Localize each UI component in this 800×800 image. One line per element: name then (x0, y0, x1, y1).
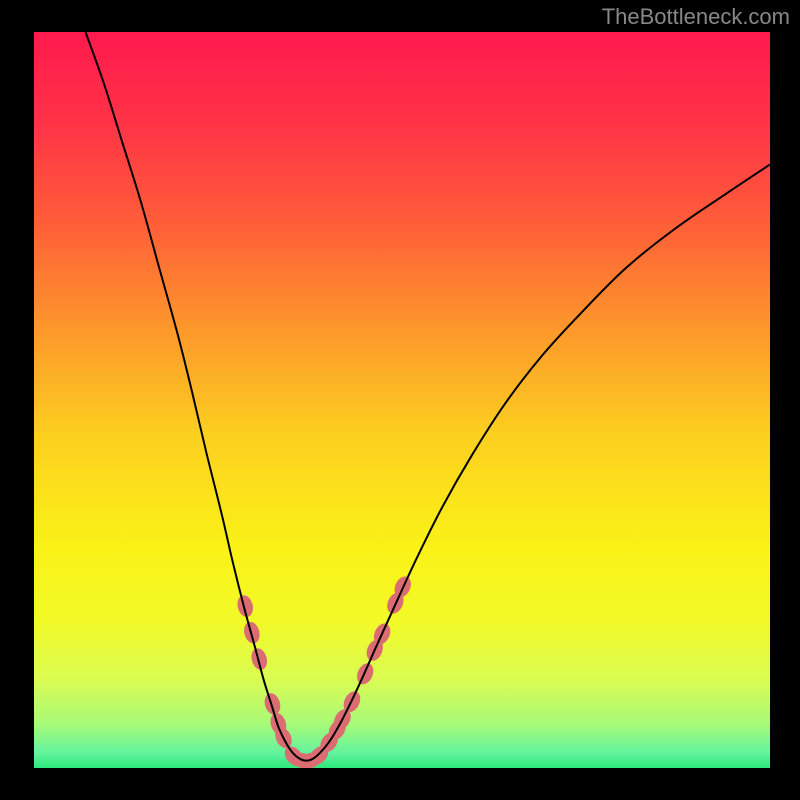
plot-background (34, 32, 770, 768)
bottleneck-chart (0, 0, 800, 800)
watermark-text: TheBottleneck.com (602, 4, 790, 30)
chart-container: { "chart": { "type": "line", "width": 80… (0, 0, 800, 800)
